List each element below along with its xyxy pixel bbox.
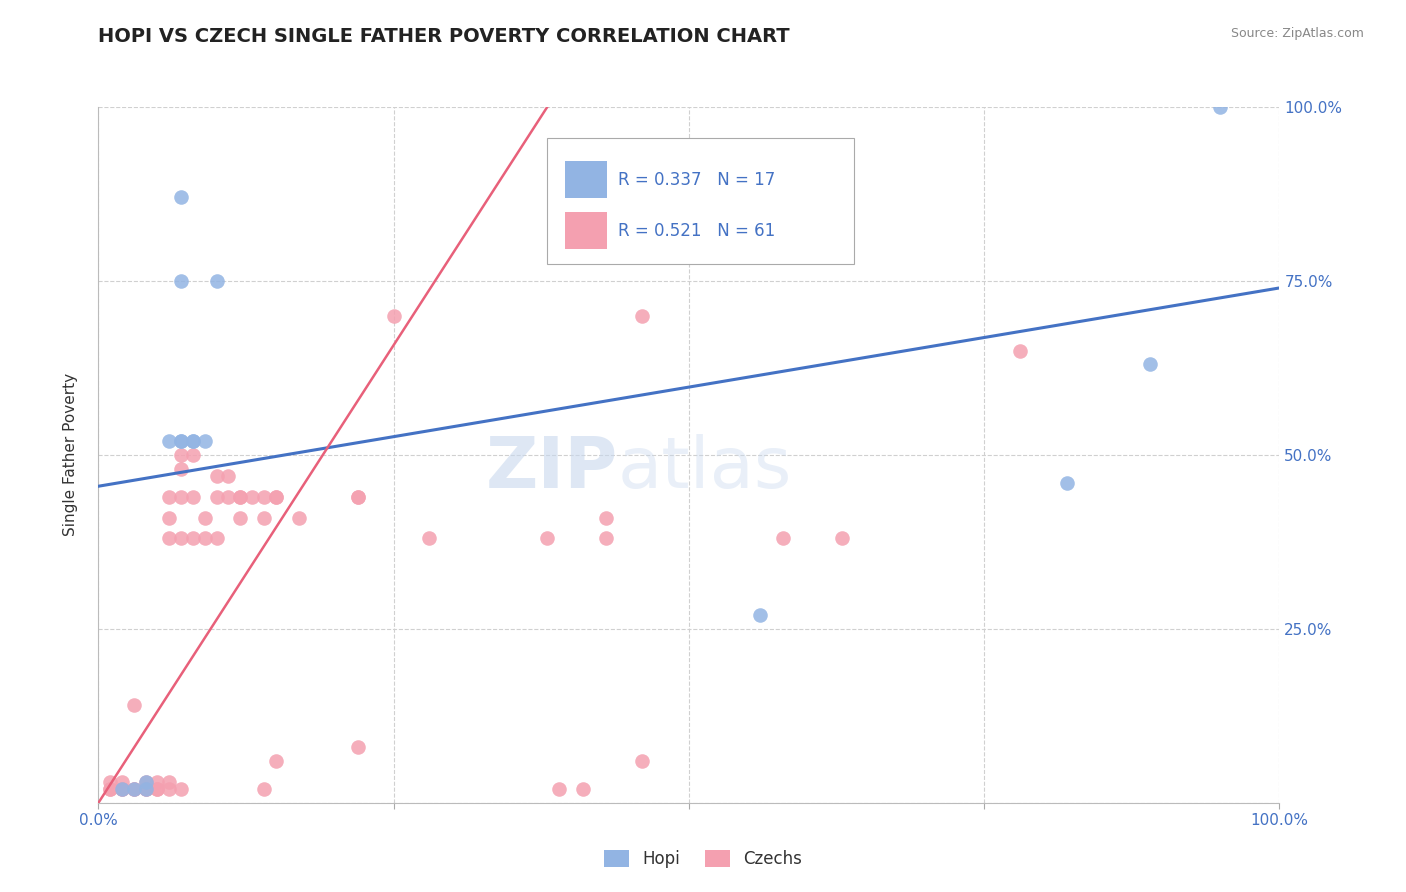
Point	[157, 775, 180, 789]
Point	[253, 781, 276, 796]
Text: ZIP: ZIP	[486, 434, 619, 503]
Point	[98, 781, 121, 796]
Point	[170, 434, 193, 448]
Point	[135, 775, 157, 789]
FancyBboxPatch shape	[565, 211, 607, 250]
Point	[253, 510, 276, 524]
Point	[264, 490, 287, 504]
Point	[347, 490, 370, 504]
Point	[264, 490, 287, 504]
Text: Source: ZipAtlas.com: Source: ZipAtlas.com	[1230, 27, 1364, 40]
Point	[170, 462, 193, 476]
Point	[772, 532, 794, 546]
Point	[146, 781, 169, 796]
Point	[170, 190, 193, 204]
Point	[135, 781, 157, 796]
Legend: Hopi, Czechs: Hopi, Czechs	[598, 843, 808, 875]
Point	[240, 490, 263, 504]
Point	[1056, 475, 1078, 490]
Point	[288, 510, 311, 524]
Point	[146, 775, 169, 789]
Point	[122, 781, 145, 796]
Point	[1209, 100, 1232, 114]
Point	[111, 775, 134, 789]
Point	[194, 434, 217, 448]
Point	[157, 510, 180, 524]
Point	[264, 754, 287, 768]
Point	[630, 754, 652, 768]
Point	[229, 510, 252, 524]
Point	[98, 775, 121, 789]
Point	[170, 274, 193, 288]
Y-axis label: Single Father Poverty: Single Father Poverty	[63, 374, 77, 536]
Point	[1139, 358, 1161, 372]
Point	[217, 468, 239, 483]
FancyBboxPatch shape	[547, 138, 855, 263]
Text: R = 0.521   N = 61: R = 0.521 N = 61	[619, 221, 775, 240]
Point	[536, 532, 558, 546]
Point	[122, 781, 145, 796]
Point	[347, 490, 370, 504]
Text: atlas: atlas	[619, 434, 793, 503]
Point	[135, 781, 157, 796]
Point	[181, 448, 204, 462]
Point	[748, 607, 770, 622]
Point	[170, 532, 193, 546]
Point	[170, 434, 193, 448]
Point	[170, 781, 193, 796]
Point	[181, 490, 204, 504]
Point	[253, 490, 276, 504]
Point	[146, 781, 169, 796]
Point	[122, 698, 145, 713]
Point	[229, 490, 252, 504]
Point	[194, 532, 217, 546]
Point	[122, 781, 145, 796]
Point	[548, 781, 571, 796]
Point	[170, 448, 193, 462]
Point	[194, 510, 217, 524]
Point	[382, 309, 405, 323]
Point	[111, 781, 134, 796]
Point	[1008, 343, 1031, 358]
Point	[181, 434, 204, 448]
Point	[205, 274, 228, 288]
Point	[135, 775, 157, 789]
Point	[217, 490, 239, 504]
Point	[595, 510, 617, 524]
Point	[98, 781, 121, 796]
FancyBboxPatch shape	[565, 161, 607, 198]
Point	[157, 781, 180, 796]
Text: R = 0.337   N = 17: R = 0.337 N = 17	[619, 170, 775, 189]
Point	[135, 781, 157, 796]
Point	[205, 490, 228, 504]
Point	[595, 532, 617, 546]
Point	[181, 532, 204, 546]
Point	[571, 781, 593, 796]
Point	[229, 490, 252, 504]
Point	[170, 490, 193, 504]
Point	[111, 781, 134, 796]
Point	[205, 532, 228, 546]
Point	[157, 532, 180, 546]
Point	[111, 781, 134, 796]
Text: HOPI VS CZECH SINGLE FATHER POVERTY CORRELATION CHART: HOPI VS CZECH SINGLE FATHER POVERTY CORR…	[98, 27, 790, 45]
Point	[347, 740, 370, 755]
Point	[418, 532, 440, 546]
Point	[157, 434, 180, 448]
Point	[831, 532, 853, 546]
Point	[181, 434, 204, 448]
Point	[630, 309, 652, 323]
Point	[205, 468, 228, 483]
Point	[157, 490, 180, 504]
